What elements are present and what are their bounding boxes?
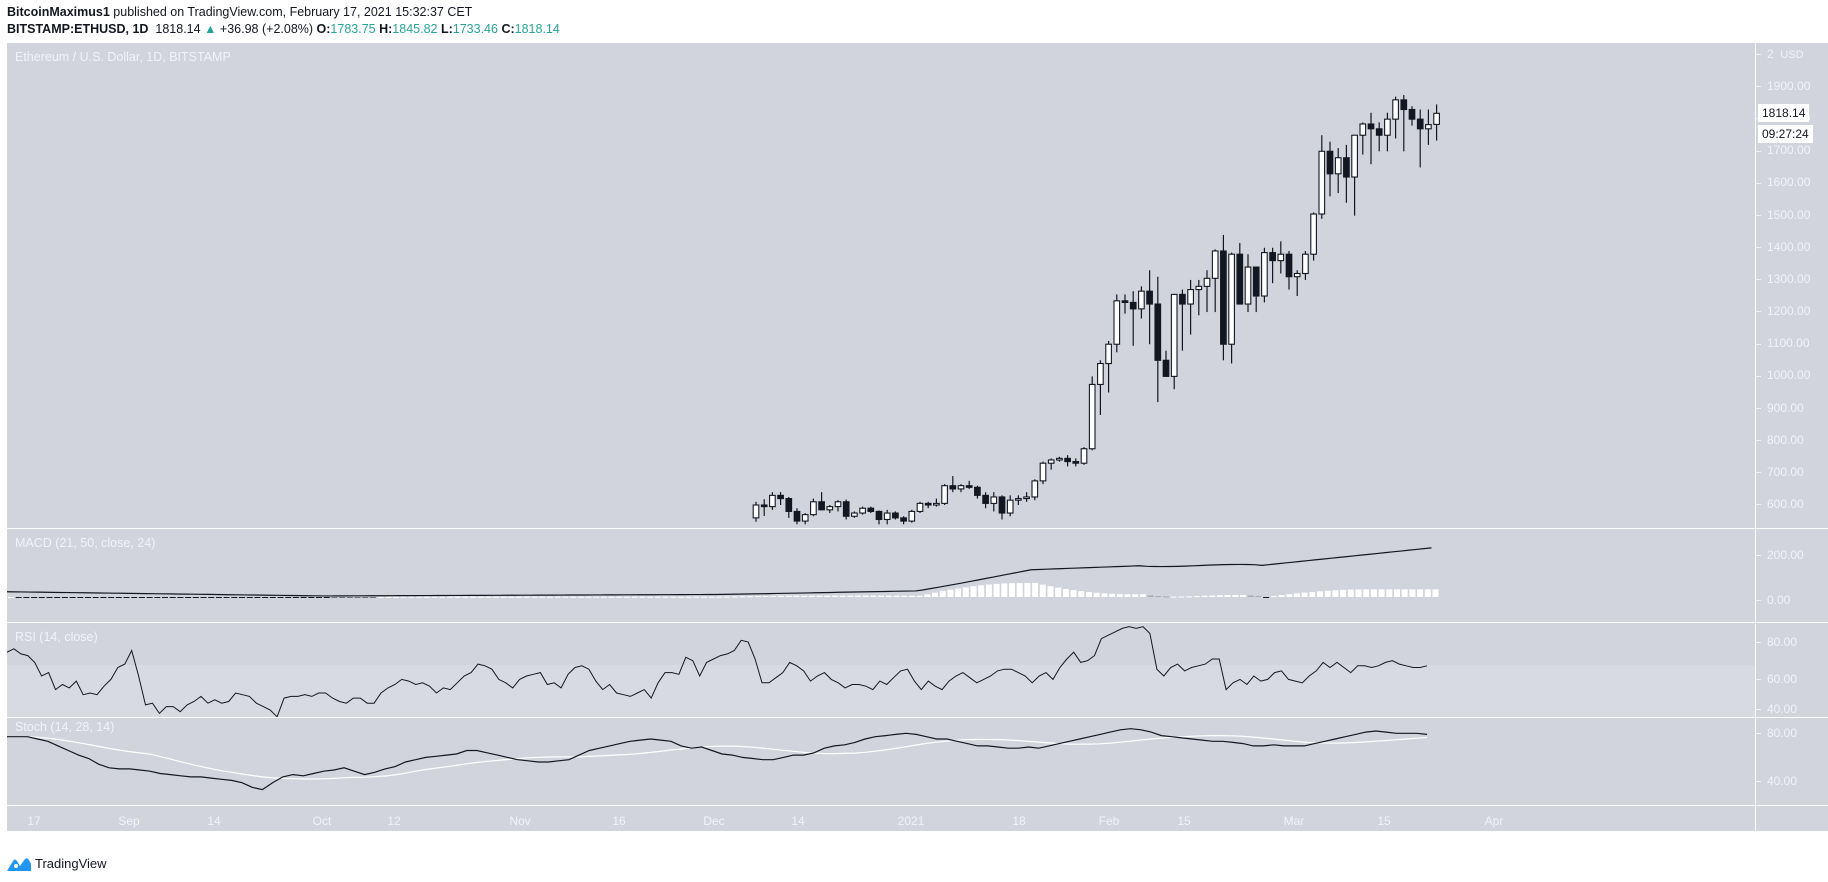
price-tick: 800.00: [1756, 433, 1804, 447]
time-tick: 12: [387, 814, 401, 828]
price-tick: 1600.00: [1756, 175, 1810, 189]
rsi-tick-80: 80.00: [1756, 635, 1797, 649]
time-tick: 18: [1012, 814, 1026, 828]
price-tick: 1000.00: [1756, 368, 1810, 382]
price-tick: 1100.00: [1756, 336, 1810, 350]
price-tick: 600.00: [1756, 497, 1804, 511]
publish-info: BitcoinMaximus1 published on TradingView…: [7, 5, 472, 19]
price-tick: 1700.00: [1756, 143, 1810, 157]
macd-series: [7, 547, 1439, 598]
price-pane-title: Ethereum / U.S. Dollar, 1D, BITSTAMP: [15, 50, 231, 64]
price-tick: 900.00: [1756, 401, 1804, 415]
price-axis[interactable]: 2 USD 1900.001800.001700.001600.001500.0…: [1756, 43, 1828, 528]
up-arrow-icon: ▲: [204, 22, 217, 36]
time-tick: 14: [791, 814, 805, 828]
stoch-pane-title: Stoch (14, 28, 14): [15, 720, 115, 734]
rsi-tick-60: 60.00: [1756, 672, 1797, 686]
price-tick: 1500.00: [1756, 208, 1810, 222]
stoch-tick-40: 40.00: [1756, 774, 1797, 788]
open-value: 1783.75: [330, 22, 376, 36]
time-tick: Apr: [1484, 814, 1504, 828]
axis-divider[interactable]: [1755, 43, 1756, 831]
rsi-pane-title: RSI (14, close): [15, 630, 98, 644]
time-tick: 15: [1377, 814, 1391, 828]
time-tick: Sep: [118, 814, 140, 828]
countdown-label: 09:27:24: [1758, 124, 1813, 143]
stoch-tick-80: 80.00: [1756, 726, 1797, 740]
symbol-info: BITSTAMP:ETHUSD, 1D 1818.14 ▲ +36.98 (+2…: [7, 22, 560, 36]
high-value: 1845.82: [392, 22, 438, 36]
stoch-pane[interactable]: Stoch (14, 28, 14): [7, 718, 1755, 805]
macd-axis: 200.00 0.00: [1756, 529, 1828, 622]
price-pane[interactable]: Ethereum / U.S. Dollar, 1D, BITSTAMP: [7, 43, 1755, 528]
time-tick: 15: [1177, 814, 1191, 828]
currency-label: USD: [1780, 49, 1804, 61]
rsi-pane[interactable]: RSI (14, close): [7, 623, 1755, 717]
macd-pane-title: MACD (21, 50, close, 24): [15, 536, 156, 550]
price-tick: 700.00: [1756, 465, 1804, 479]
author-name[interactable]: BitcoinMaximus1: [7, 5, 110, 19]
low-value: 1733.46: [452, 22, 498, 36]
price-tick: 1300.00: [1756, 272, 1810, 286]
last-price: 1818.14: [155, 22, 201, 36]
price-tick: 1200.00: [1756, 304, 1810, 318]
rsi-tick-40: 40.00: [1756, 702, 1797, 716]
change-value: +36.98 (+2.08%): [219, 22, 314, 36]
axis-top-partial: 2 USD: [1756, 47, 1804, 61]
macd-tick-200: 200.00: [1756, 548, 1804, 562]
time-tick: Feb: [1098, 814, 1120, 828]
time-tick: 16: [612, 814, 626, 828]
macd-pane[interactable]: MACD (21, 50, close, 24): [7, 529, 1755, 622]
close-value: 1818.14: [514, 22, 560, 36]
time-tick: Oct: [312, 814, 332, 828]
tradingview-logo-icon: [7, 857, 31, 871]
stoch-series: [7, 728, 1428, 791]
published-text: published on TradingView.com, February 1…: [113, 5, 473, 19]
candlestick-series: [752, 95, 1440, 525]
time-tick: 2021: [897, 814, 925, 828]
symbol-label: BITSTAMP:ETHUSD, 1D: [7, 22, 149, 36]
rsi-axis: 80.00 60.00 40.00: [1756, 623, 1828, 717]
time-tick: 14: [207, 814, 221, 828]
open-label: O:: [316, 22, 331, 36]
time-tick: 17: [27, 814, 41, 828]
close-label: C:: [501, 22, 515, 36]
brand-label: TradingView: [35, 856, 107, 871]
time-tick: Nov: [509, 814, 531, 828]
time-axis[interactable]: 17 Sep 14 Oct 12 Nov 16 Dec 14 2021 18 Feb 15 Mar 15 Ap…: [7, 806, 1755, 831]
stoch-axis: 80.00 40.00: [1756, 718, 1828, 805]
time-tick: Dec: [703, 814, 725, 828]
tradingview-logo[interactable]: TradingView: [7, 856, 107, 871]
time-tick: Mar: [1283, 814, 1305, 828]
price-tick: 1900.00: [1756, 79, 1810, 93]
price-tick: 1400.00: [1756, 240, 1810, 254]
rsi-series: [7, 626, 1428, 717]
high-label: H:: [379, 22, 393, 36]
macd-tick-0: 0.00: [1756, 593, 1790, 607]
last-price-label: 1818.14: [1758, 104, 1810, 122]
axis-corner: [1756, 806, 1828, 831]
rsi-band: [7, 665, 1755, 717]
low-label: L:: [440, 22, 453, 36]
